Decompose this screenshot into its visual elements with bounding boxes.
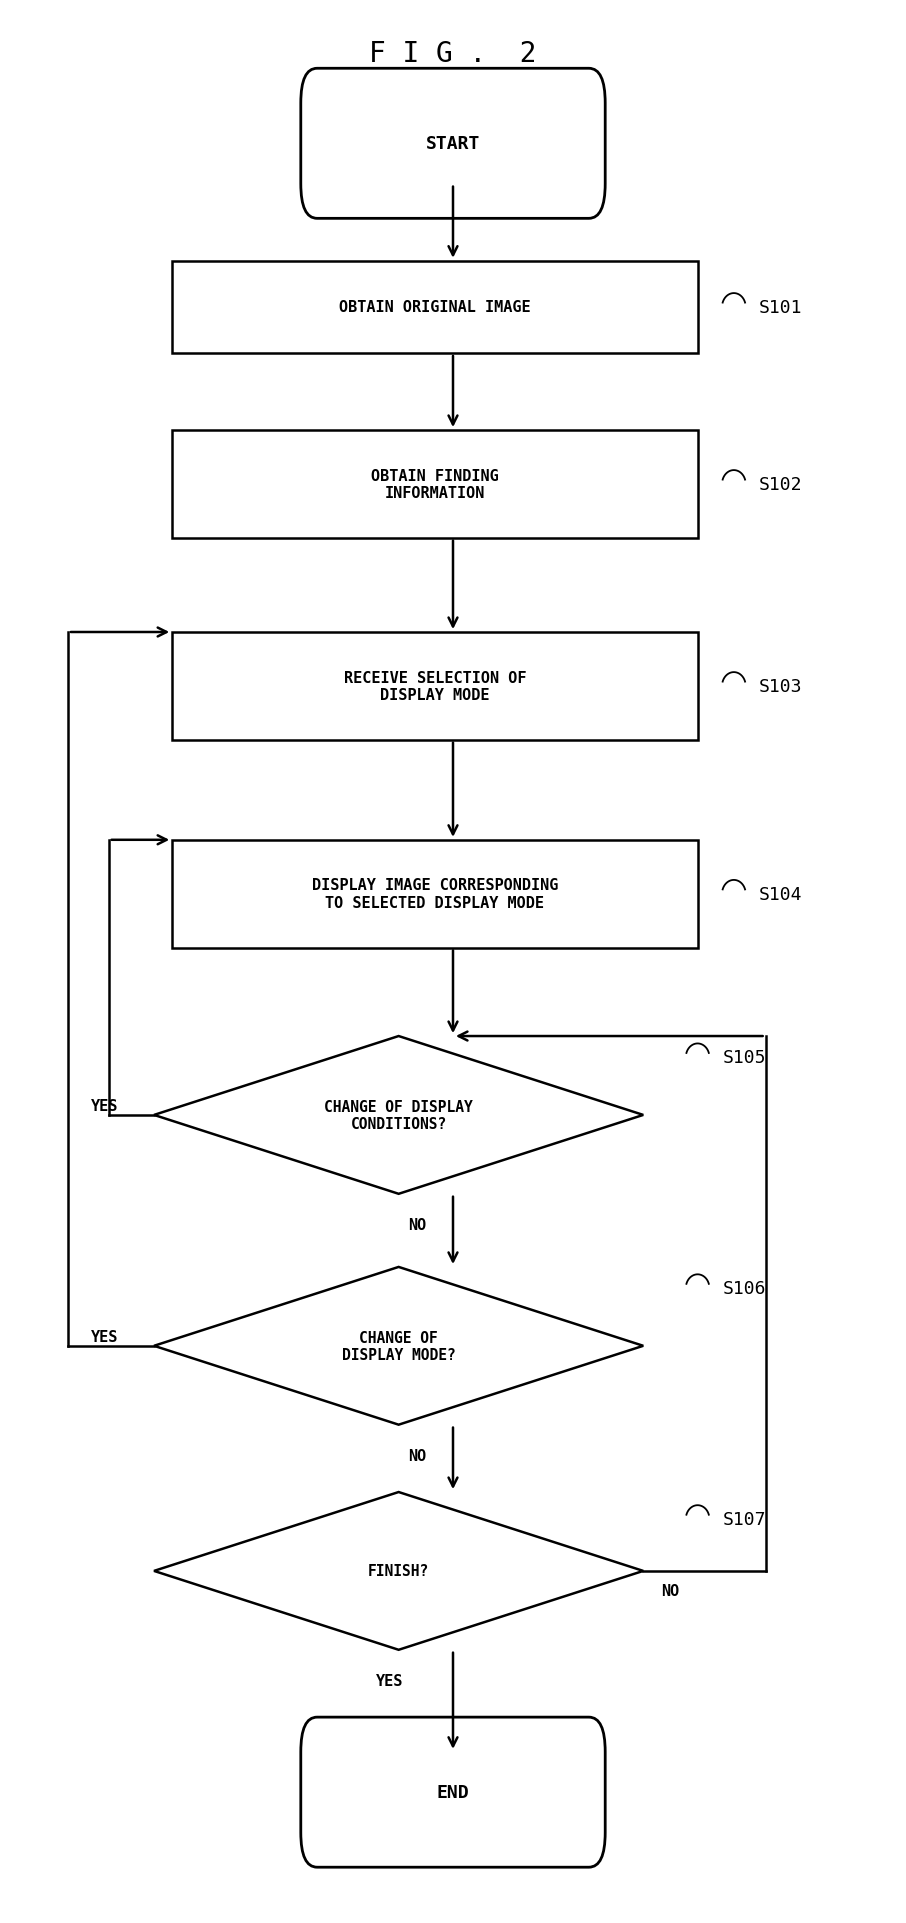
Text: S103: S103 (759, 677, 803, 696)
Polygon shape (154, 1267, 643, 1425)
Text: S105: S105 (723, 1048, 766, 1067)
Text: S102: S102 (759, 475, 803, 494)
FancyBboxPatch shape (301, 1717, 605, 1867)
Text: FINISH?: FINISH? (368, 1563, 429, 1579)
Bar (172, 431, 698, 538)
Text: OBTAIN FINDING
INFORMATION: OBTAIN FINDING INFORMATION (371, 469, 499, 500)
Text: S104: S104 (759, 885, 803, 904)
Text: DISPLAY IMAGE CORRESPONDING
TO SELECTED DISPLAY MODE: DISPLAY IMAGE CORRESPONDING TO SELECTED … (312, 879, 558, 910)
Text: S107: S107 (723, 1510, 766, 1529)
Text: F I G .  2: F I G . 2 (370, 40, 536, 67)
Bar (172, 633, 698, 740)
Text: S106: S106 (723, 1279, 766, 1298)
Text: CHANGE OF
DISPLAY MODE?: CHANGE OF DISPLAY MODE? (342, 1331, 456, 1361)
Polygon shape (154, 1036, 643, 1194)
Bar (172, 840, 698, 948)
Text: YES: YES (91, 1329, 118, 1344)
FancyBboxPatch shape (301, 69, 605, 219)
Text: CHANGE OF DISPLAY
CONDITIONS?: CHANGE OF DISPLAY CONDITIONS? (324, 1100, 473, 1131)
Text: START: START (426, 135, 480, 154)
Text: NO: NO (661, 1583, 680, 1598)
Bar (172, 262, 698, 354)
Text: OBTAIN ORIGINAL IMAGE: OBTAIN ORIGINAL IMAGE (339, 300, 531, 315)
Text: S101: S101 (759, 298, 803, 317)
Text: RECEIVE SELECTION OF
DISPLAY MODE: RECEIVE SELECTION OF DISPLAY MODE (343, 671, 526, 702)
Polygon shape (154, 1492, 643, 1650)
Text: END: END (437, 1783, 469, 1802)
Text: NO: NO (408, 1217, 426, 1233)
Text: YES: YES (91, 1098, 118, 1113)
Text: NO: NO (408, 1448, 426, 1463)
Text: YES: YES (376, 1673, 403, 1688)
